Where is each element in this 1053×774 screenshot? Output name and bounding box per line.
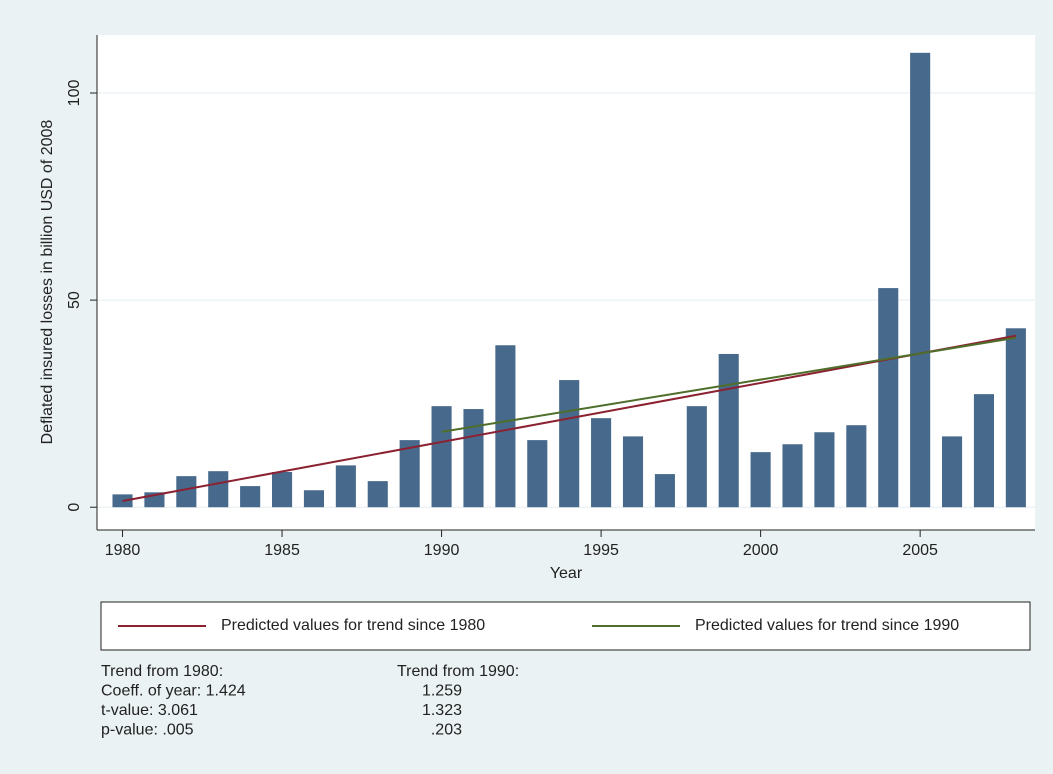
x-tick-label: 1990	[424, 542, 460, 559]
bar	[622, 436, 644, 508]
note: Coeff. of year: 1.424	[101, 683, 246, 700]
note: 1.259	[422, 683, 462, 700]
bar	[463, 409, 484, 508]
bar	[878, 288, 899, 508]
bar	[559, 380, 580, 508]
bar	[176, 476, 197, 508]
bar	[527, 440, 548, 508]
legend-label: Predicted values for trend since 1980	[221, 617, 485, 634]
note: Trend from 1980:	[101, 663, 223, 680]
bar	[399, 440, 420, 508]
bar	[240, 486, 261, 508]
bar	[973, 394, 995, 508]
bar	[941, 436, 963, 508]
bar	[686, 406, 707, 508]
x-tick-label: 1995	[583, 542, 619, 559]
bar	[335, 465, 356, 508]
y-tick-label: 50	[66, 291, 83, 309]
x-tick-label: 2005	[902, 542, 938, 559]
bar	[208, 471, 229, 508]
y-axis-title: Deflated insured losses in billion USD o…	[39, 120, 56, 445]
bar	[591, 418, 612, 508]
legend	[100, 601, 1031, 651]
bar	[367, 481, 388, 508]
legend-label: Predicted values for trend since 1990	[695, 617, 959, 634]
bar	[271, 472, 293, 508]
note: t-value: 3.061	[101, 702, 198, 719]
bar	[750, 452, 771, 508]
note: Trend from 1990:	[397, 663, 519, 680]
y-tick-label: 100	[66, 80, 83, 107]
note: p-value: .005	[101, 722, 194, 739]
bar	[782, 444, 803, 508]
bar	[303, 490, 325, 508]
bar	[654, 474, 675, 508]
bar	[910, 52, 931, 508]
bar	[846, 425, 867, 508]
y-tick-label: 0	[66, 503, 83, 512]
bar	[718, 353, 739, 508]
trend-line	[122, 334, 1017, 502]
note: .203	[431, 722, 462, 739]
bar	[814, 432, 835, 508]
bar	[1005, 328, 1026, 508]
x-tick-label: 1985	[264, 542, 300, 559]
bar	[495, 345, 516, 508]
x-axis-title: Year	[550, 565, 583, 582]
x-tick-label: 2000	[743, 542, 779, 559]
bar	[431, 406, 452, 508]
trend-line	[441, 336, 1017, 433]
note: 1.323	[422, 702, 462, 719]
x-tick-label: 1980	[105, 542, 141, 559]
